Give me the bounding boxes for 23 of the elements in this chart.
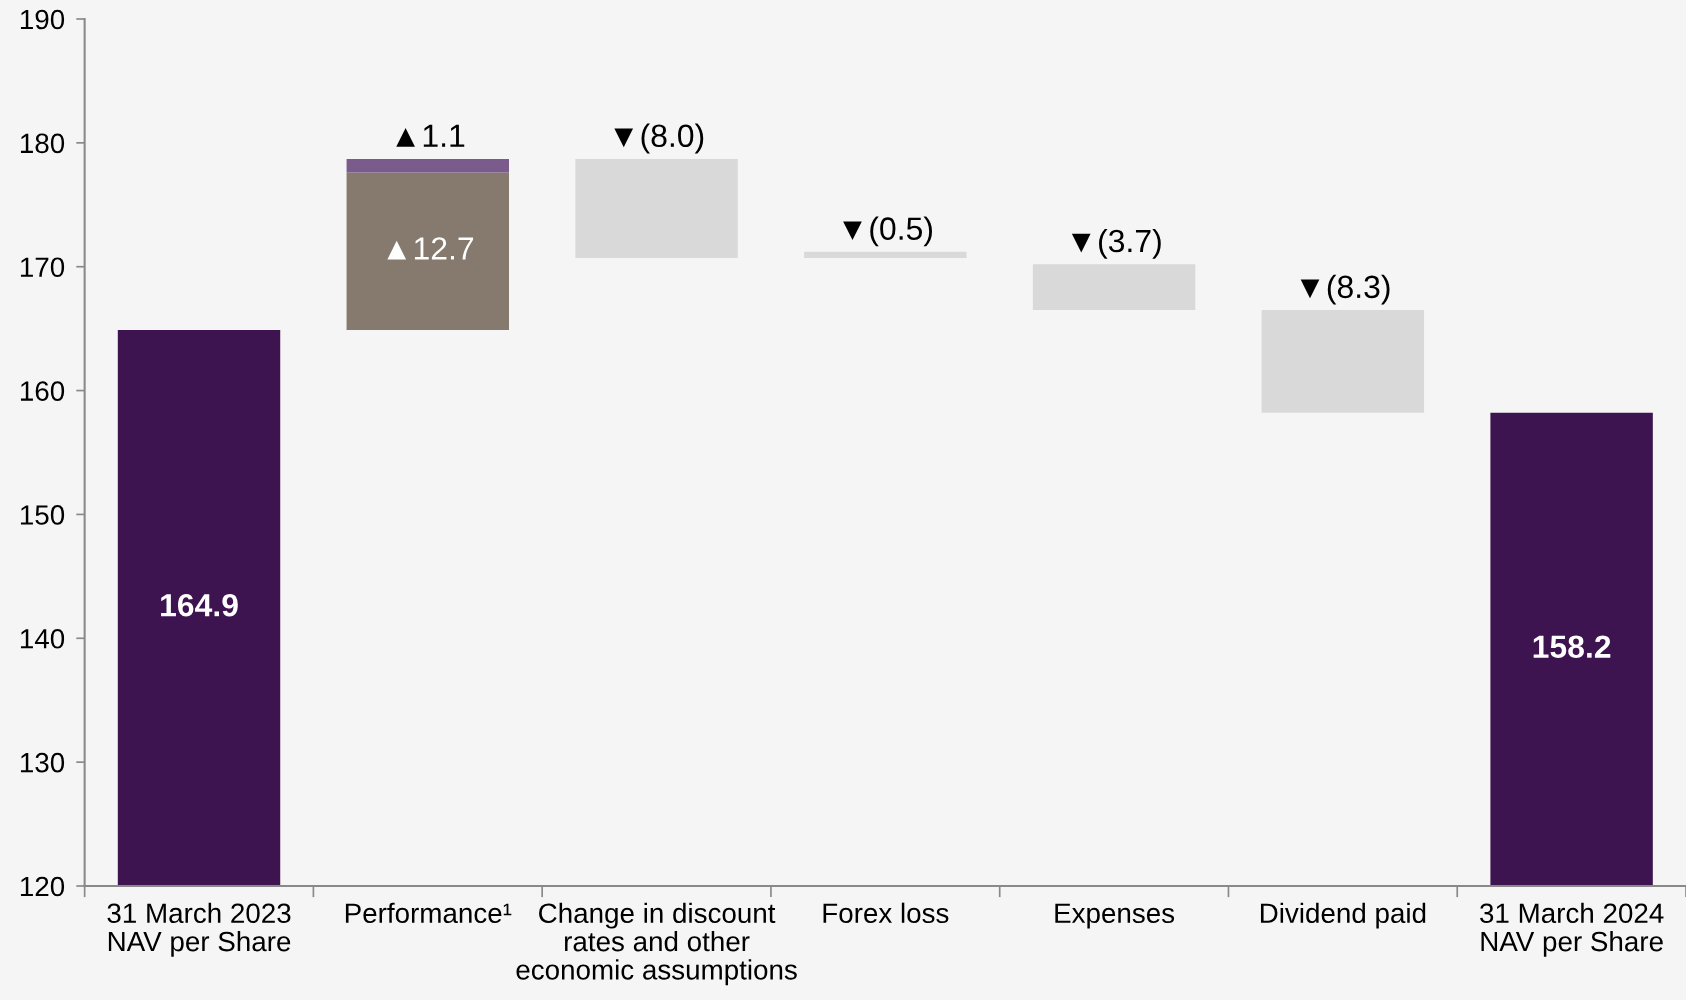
data-label: ▲1.1 [396,124,465,147]
data-label: ▲12.7 [387,237,474,260]
data-label: 164.9 [161,593,238,617]
y-tick-label: 170 [20,257,65,278]
data-label: ▼(8.3) [1300,274,1390,305]
y-tick-label: 160 [20,381,65,401]
x-tick-label: 31 March 2024 NAV per Share [1480,902,1664,957]
y-tick-label: 130 [20,752,65,773]
data-label: 158.2 [1533,635,1611,659]
x-tick-label: Dividend paid [1260,902,1426,929]
y-tick-label: 180 [20,133,65,154]
data-label: ▼(0.5) [843,216,932,247]
x-tick-label: Change in discount rates and other economic assumptions [516,902,797,986]
y-tick-label: 190 [20,9,65,30]
x-tick-label: Expenses [1055,903,1175,929]
y-tick-label: 120 [20,876,65,897]
x-tick-label: Forex loss [823,902,949,924]
y-tick-label: 140 [20,628,65,649]
y-tick-label: 150 [20,505,65,525]
data-label: ▼(3.7) [1071,228,1161,259]
x-tick-label: 31 March 2023 NAV per Share [107,902,291,957]
x-tick-label: Performance¹ [345,902,512,924]
data-label: ▼(8.0) [614,123,704,154]
